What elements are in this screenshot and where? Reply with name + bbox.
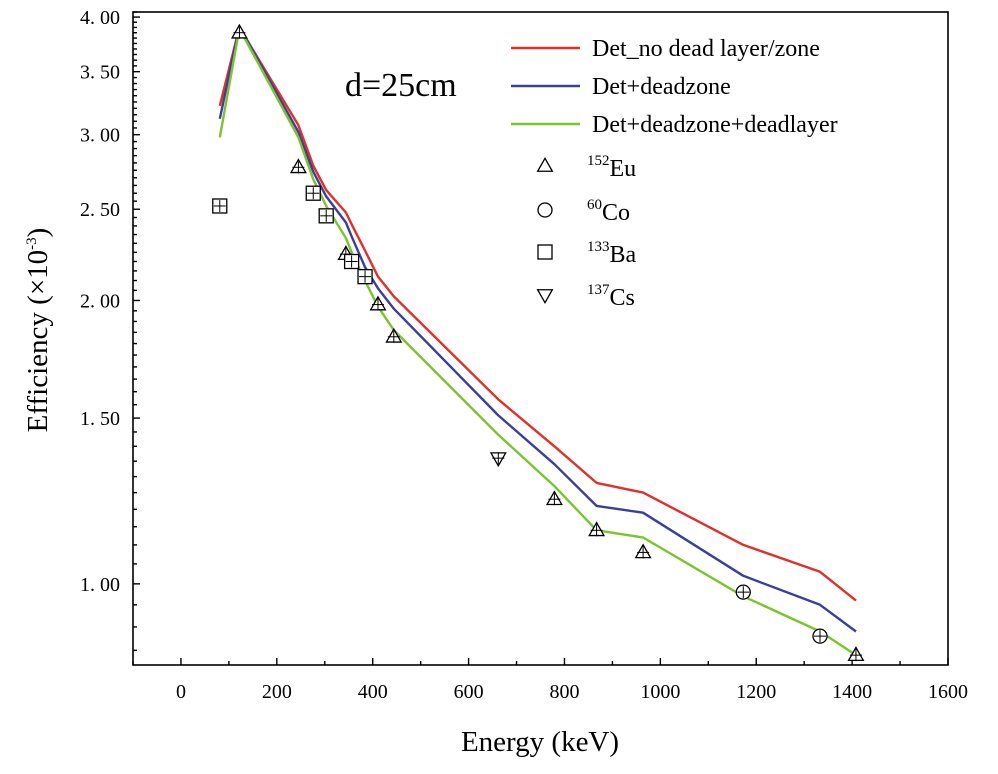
marker-ba-point (357, 268, 373, 285)
x-tick-label: 600 (454, 681, 484, 703)
marker-eu-point (230, 23, 248, 39)
marker-eu-point (545, 490, 563, 506)
marker-ba-point (318, 208, 334, 224)
legend-label-1: Det_no dead layer/zone (592, 36, 820, 62)
x-axis-label: Energy (keV) (461, 726, 619, 758)
y-tick-label: 1. 00 (80, 574, 120, 596)
marker-co-point (735, 584, 751, 600)
legend-isotope-eu: 152Eu (587, 153, 636, 182)
x-tick-label: 1400 (832, 681, 872, 703)
legend: Det_no dead layer/zone Det+deadzone Det+de… (511, 36, 838, 311)
marker-eu-point (289, 158, 307, 174)
x-tick-label: 1600 (928, 681, 968, 703)
legend-label-2: Det+deadzone (592, 74, 731, 100)
x-tick-label: 800 (549, 681, 579, 703)
legend-marker-cs (536, 289, 554, 305)
y-tick-label: 3. 00 (80, 125, 120, 147)
x-tick-label: 1000 (640, 681, 680, 703)
measured-markers (212, 23, 865, 662)
marker-co-point (812, 628, 828, 644)
y-tick-label: 2. 00 (80, 290, 120, 312)
y-tick-label: 2. 50 (80, 199, 120, 221)
marker-cs-point (489, 452, 507, 468)
y-tick-label: 4. 00 (80, 7, 120, 29)
series-line-1 (218, 26, 857, 602)
x-tick-label: 400 (358, 681, 388, 703)
x-tick-label: 200 (262, 681, 292, 703)
y-tick-label: 1. 50 (80, 408, 120, 430)
legend-isotope-ba: 133Ba (587, 239, 637, 268)
legend-marker-eu (536, 156, 554, 172)
x-axis: 0 200 400 600 800 1000 1200 1400 1600 (132, 658, 968, 703)
y-axis-label: Efficiency (×10-3) (22, 228, 54, 433)
series-line-2 (218, 25, 857, 633)
marker-eu-point (385, 327, 403, 343)
plot-frame (132, 11, 949, 666)
x-tick-label: 0 (176, 681, 186, 703)
legend-marker-ba (537, 244, 553, 260)
marker-eu-point (847, 646, 865, 662)
legend-isotope-cs: 137Cs (587, 282, 635, 311)
x-tick-label: 1200 (736, 681, 776, 703)
legend-label-3: Det+deadzone+deadlayer (592, 112, 838, 138)
marker-ba-point (343, 253, 360, 270)
marker-ba-point (212, 198, 228, 214)
y-tick-label: 3. 50 (80, 62, 120, 84)
distance-annotation: d=25cm (345, 67, 457, 104)
legend-marker-co (537, 202, 553, 218)
y-axis: 1. 00 1. 50 2. 00 2. 50 3. 00 3. 50 4. 00 (80, 7, 140, 652)
marker-ba-point (305, 185, 321, 201)
marker-eu-point (369, 295, 387, 311)
legend-isotope-co: 60Co (587, 197, 630, 226)
marker-eu-point (588, 521, 606, 537)
marker-eu-point (634, 543, 652, 559)
